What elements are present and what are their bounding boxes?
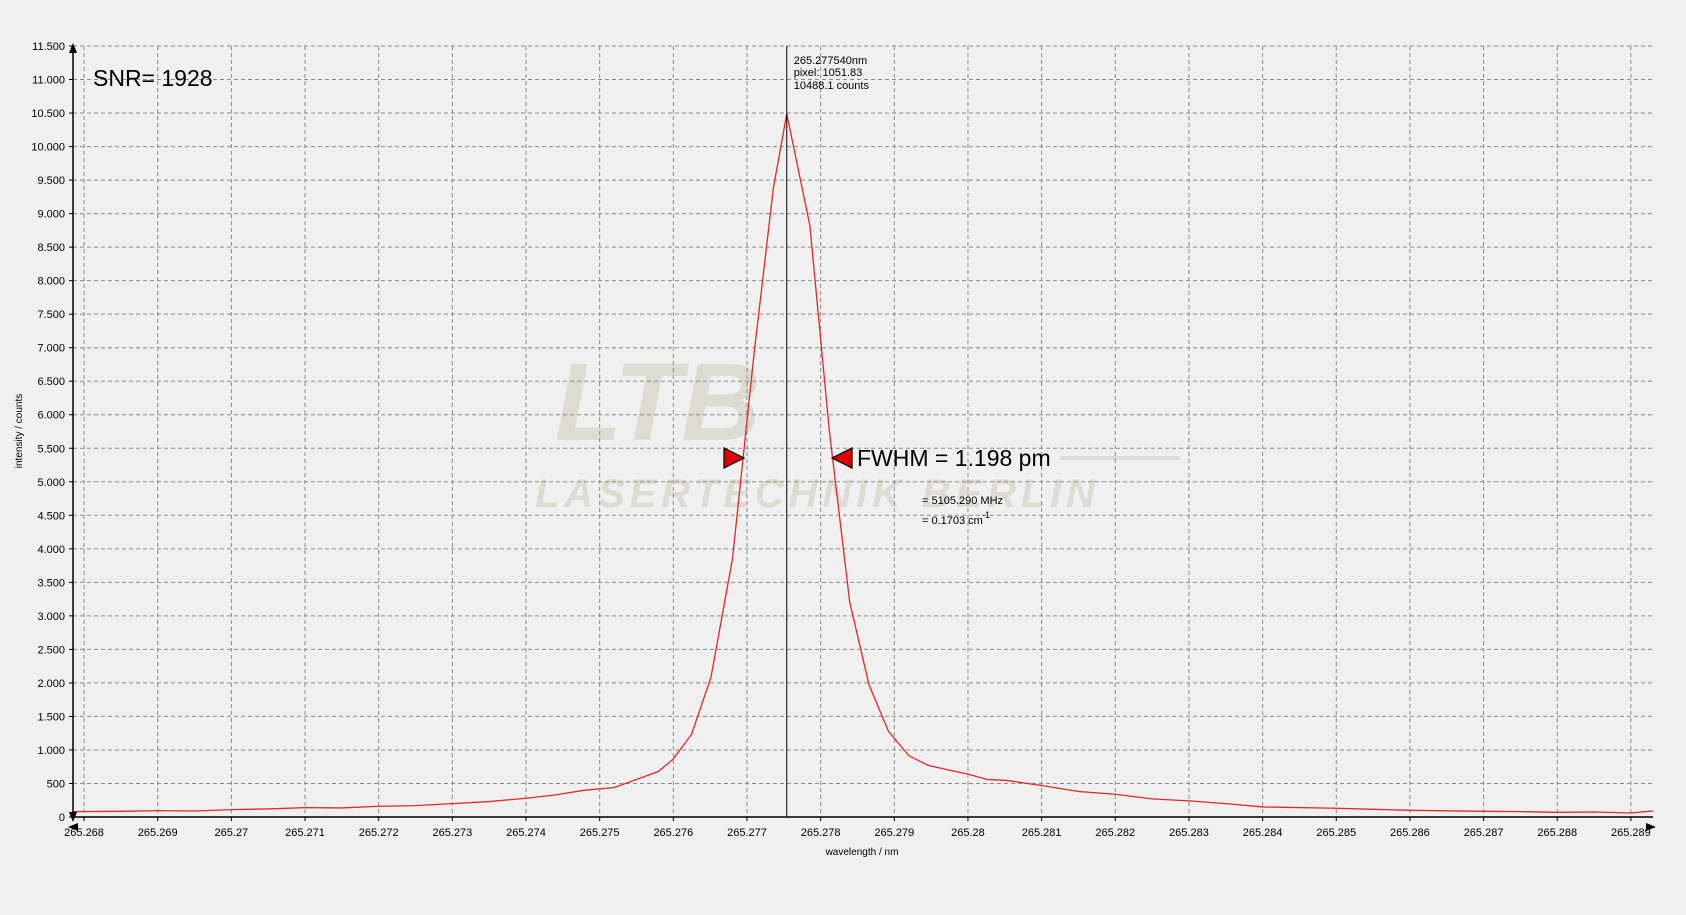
x-tick-label: 265.276 <box>653 827 693 839</box>
x-tick-label: 265.288 <box>1537 827 1577 839</box>
y-tick-label: 1.000 <box>37 745 65 757</box>
y-tick-label: 4.500 <box>37 510 65 522</box>
x-tick-label: 265.268 <box>64 827 104 839</box>
y-tick-label: 6.000 <box>37 410 65 422</box>
x-tick-label: 265.287 <box>1464 827 1504 839</box>
x-tick-label: 265.275 <box>580 827 620 839</box>
y-tick-label: 3.500 <box>37 577 65 589</box>
y-tick-label: 3.000 <box>37 611 65 623</box>
x-tick-label: 265.281 <box>1022 827 1062 839</box>
fwhm-wavenumber-exponent: -1 <box>982 510 990 520</box>
y-tick-label: 2.500 <box>37 644 65 656</box>
x-tick-label: 265.274 <box>506 827 546 839</box>
fwhm-wavenumber: = 0.1703 cm <box>922 515 983 527</box>
fwhm-marker-right <box>830 447 853 469</box>
x-tick-label: 265.273 <box>432 827 472 839</box>
y-tick-label: 11.500 <box>32 41 65 53</box>
y-axis-arrow <box>69 43 77 53</box>
x-axis-arrow <box>1646 823 1656 831</box>
x-tick-label: 265.28 <box>951 827 985 839</box>
watermark-logo: LTB <box>555 341 761 464</box>
watermark-text: LASERTECHNIK BERLIN <box>535 472 1096 516</box>
y-tick-label: 7.000 <box>37 343 65 355</box>
x-tick-label: 265.278 <box>801 827 841 839</box>
y-tick-label: 8.000 <box>37 276 65 288</box>
x-tick-label: 265.272 <box>359 827 399 839</box>
spectrum-line <box>72 113 1654 814</box>
x-axis-label: wavelength / nm <box>825 847 899 858</box>
y-tick-label: 0 <box>59 812 65 824</box>
fwhm-label: FWHM = 1.198 pm <box>857 445 1051 471</box>
cursor-wavelength: 265.277540nm <box>794 55 867 67</box>
x-tick-label: 265.271 <box>285 827 325 839</box>
x-tick-label: 265.269 <box>138 827 178 839</box>
y-tick-label: 11.000 <box>32 75 65 87</box>
y-tick-label: 2.000 <box>37 678 65 690</box>
cursor-pixel: pixel: 1051.83 <box>794 67 863 79</box>
x-tick-label: 265.282 <box>1095 827 1135 839</box>
snr-label: SNR= 1928 <box>93 65 213 91</box>
x-tick-label: 265.289 <box>1611 827 1651 839</box>
y-tick-label: 5.500 <box>37 443 65 455</box>
y-tick-label: 9.500 <box>37 175 65 187</box>
marks <box>72 46 1654 817</box>
x-tick-label: 265.285 <box>1316 827 1356 839</box>
y-tick-label: 9.000 <box>37 209 65 221</box>
y-tick-label: 6.500 <box>37 376 65 388</box>
cursor-counts: 10488.1 counts <box>794 80 870 92</box>
x-tick-label: 265.27 <box>215 827 249 839</box>
x-tick-label: 265.279 <box>874 827 914 839</box>
y-axis-label: intensity / counts <box>14 394 25 468</box>
fwhm-frequency: = 5105.290 MHz <box>922 495 1003 507</box>
x-tick-label: 265.277 <box>727 827 767 839</box>
x-axis-arrow-left <box>68 823 78 831</box>
fwhm-marker-left <box>723 447 746 469</box>
y-tick-label: 4.000 <box>37 544 65 556</box>
y-tick-label: 1.500 <box>37 711 65 723</box>
y-tick-label: 7.500 <box>37 309 65 321</box>
x-tick-label: 265.283 <box>1169 827 1209 839</box>
y-tick-label: 10.000 <box>31 142 65 154</box>
y-tick-label: 10.500 <box>31 108 65 120</box>
y-tick-label: 5.000 <box>37 477 65 489</box>
y-tick-label: 8.500 <box>37 242 65 254</box>
x-tick-label: 265.286 <box>1390 827 1430 839</box>
y-tick-label: 500 <box>47 778 65 790</box>
x-tick-label: 265.284 <box>1243 827 1283 839</box>
y-axis-arrow-bottom <box>69 812 77 822</box>
